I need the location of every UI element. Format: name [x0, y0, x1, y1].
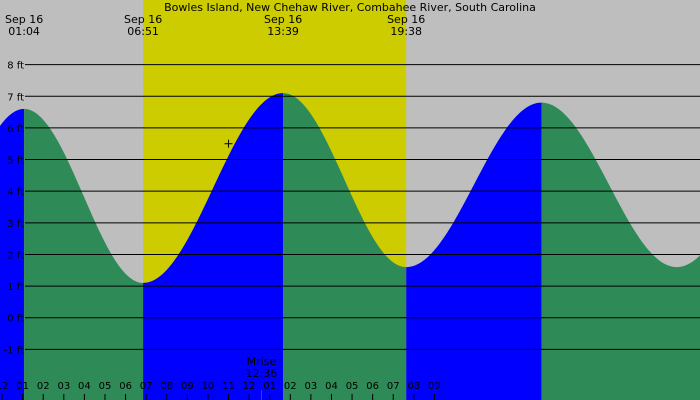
- x-tick-label: 11: [222, 381, 235, 392]
- y-tick-label: -1 ft: [4, 345, 24, 356]
- grid-lines: [25, 64, 700, 350]
- y-tick-label: 5 ft: [7, 156, 24, 167]
- y-tick-label: 7 ft: [7, 92, 24, 103]
- x-tick-label: 02: [284, 381, 297, 392]
- x-tick-label: 01: [16, 381, 29, 392]
- tide-event-date: Sep 16: [387, 13, 425, 26]
- y-tick-label: 2 ft: [7, 250, 24, 261]
- x-tick-label: 07: [140, 381, 153, 392]
- moonrise-label: Mrise: [247, 355, 277, 368]
- x-tick-label: 06: [366, 381, 379, 392]
- chart-title: Bowles Island, New Chehaw River, Combahe…: [164, 1, 536, 14]
- x-tick-label: 08: [160, 381, 173, 392]
- tide-event-time: 19:38: [390, 25, 422, 38]
- y-tick-label: 8 ft: [7, 61, 24, 72]
- x-tick-label: 08: [407, 381, 420, 392]
- y-tick-label: 4 ft: [7, 187, 24, 198]
- x-tick-label: 03: [305, 381, 318, 392]
- current-time-marker: [224, 139, 233, 148]
- tide-event-time: 13:39: [267, 25, 299, 38]
- x-tick-label: 05: [99, 381, 112, 392]
- x-tick-label: 04: [78, 381, 91, 392]
- rising-tide-area: [143, 93, 284, 400]
- tide-event-time: 01:04: [8, 25, 40, 38]
- x-tick-label: 02: [37, 381, 50, 392]
- x-axis-hour-labels: 1112010203040506070809101112010203040506…: [0, 381, 441, 400]
- y-tick-label: 3 ft: [7, 219, 24, 230]
- falling-tide-area: [541, 102, 700, 400]
- x-tick-label: 05: [346, 381, 359, 392]
- x-tick-label: 12: [243, 381, 256, 392]
- tide-event-date: Sep 16: [124, 13, 162, 26]
- x-tick-label: 10: [202, 381, 215, 392]
- y-tick-label: 1 ft: [7, 282, 24, 293]
- rising-tide-area: [406, 102, 542, 400]
- x-tick-label: 09: [181, 381, 194, 392]
- moonrise-time: 12:36: [246, 367, 278, 380]
- rising-tide-area: [0, 108, 25, 400]
- y-axis-labels: 8 ft 7 ft 6 ft 5 ft 4 ft 3 ft 2 ft 1 ft 0 ft -1 f…: [4, 61, 24, 357]
- x-tick-label: 07: [387, 381, 400, 392]
- x-tick-label: 01: [263, 381, 276, 392]
- tide-fills: [0, 93, 700, 400]
- y-tick-label: 0 ft: [7, 314, 24, 325]
- tide-event-time: 06:51: [127, 25, 159, 38]
- tide-event-date: Sep 16: [264, 13, 302, 26]
- x-tick-label: 12: [0, 381, 8, 392]
- tide-event-date: Sep 16: [5, 13, 43, 26]
- x-tick-label: 04: [325, 381, 338, 392]
- x-tick-label: 06: [119, 381, 132, 392]
- x-tick-label: 03: [57, 381, 70, 392]
- y-tick-label: 6 ft: [7, 124, 24, 135]
- falling-tide-area: [283, 93, 407, 400]
- x-tick-label: 09: [428, 381, 441, 392]
